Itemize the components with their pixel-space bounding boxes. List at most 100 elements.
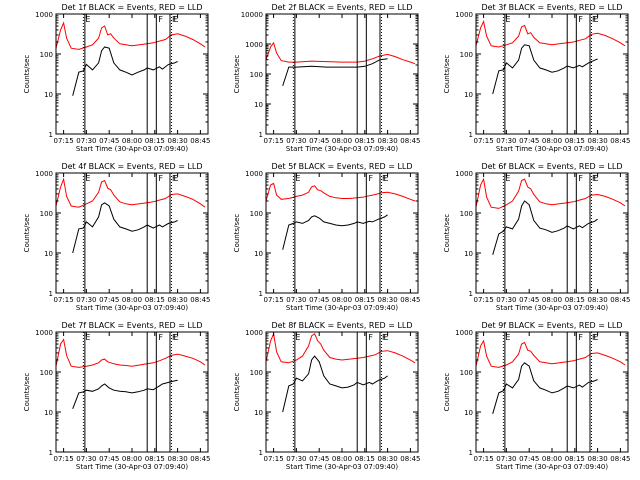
x-tick-label: 08:30	[378, 296, 398, 304]
marker-label: E	[505, 15, 510, 24]
y-tick-label: 10	[464, 409, 473, 417]
x-axis-label: Start Time (30-Apr-03 07:09:40)	[496, 304, 608, 312]
y-tick-label: 10	[254, 409, 263, 417]
y-tick-label: 100	[460, 51, 473, 59]
marker-label: F	[578, 174, 583, 183]
y-tick-label: 1	[49, 449, 53, 457]
y-tick-label: 1	[49, 290, 53, 298]
y-tick-label: 1	[259, 131, 263, 139]
y-tick-label: 1000	[455, 329, 473, 337]
x-tick-label: 07:15	[54, 296, 74, 304]
y-tick-label: 10	[44, 250, 53, 258]
marker-label: E	[174, 174, 179, 183]
x-tick-label: 08:15	[565, 296, 585, 304]
y-tick-label: 1	[49, 131, 53, 139]
marker-label: F	[158, 333, 163, 342]
y-axis-label: Counts/sec	[23, 55, 31, 94]
x-tick-label: 08:15	[355, 455, 375, 463]
marker-label: F	[172, 333, 177, 342]
y-tick-label: 1	[259, 290, 263, 298]
x-tick-label: 08:00	[332, 296, 352, 304]
y-tick-label: 100	[250, 71, 263, 79]
plot-frame	[475, 172, 629, 294]
marker-label: F	[158, 15, 163, 24]
x-tick-label: 08:30	[168, 455, 188, 463]
marker-label: E	[594, 15, 599, 24]
x-tick-label: 07:45	[519, 137, 539, 145]
x-tick-label: 07:30	[496, 455, 516, 463]
y-tick-label: 100	[40, 369, 53, 377]
x-tick-label: 07:45	[519, 296, 539, 304]
y-tick-label: 1000	[245, 41, 263, 49]
plot-frame	[55, 331, 209, 453]
y-axis-label: Counts/sec	[443, 214, 451, 253]
x-axis-label: Start Time (30-Apr-03 07:09:40)	[286, 304, 398, 312]
plot-frame	[55, 172, 209, 294]
y-tick-label: 1000	[35, 329, 53, 337]
y-tick-label: 1	[469, 290, 473, 298]
panel-title: Det 7f BLACK = Events, RED = LLD	[61, 321, 202, 330]
y-tick-label: 10	[464, 250, 473, 258]
marker-label: F	[368, 333, 373, 342]
y-tick-label: 10	[44, 91, 53, 99]
panel-title: Det 2f BLACK = Events, RED = LLD	[271, 3, 412, 12]
x-tick-label: 08:30	[588, 137, 608, 145]
x-tick-label: 08:30	[588, 455, 608, 463]
panel-title: Det 5f BLACK = Events, RED = LLD	[271, 162, 412, 171]
x-tick-label: 07:45	[99, 296, 119, 304]
y-tick-label: 1000	[455, 11, 473, 19]
marker-label: E	[505, 333, 510, 342]
plot-frame	[265, 172, 419, 294]
panel-title: Det 9f BLACK = Events, RED = LLD	[481, 321, 622, 330]
marker-label: E	[594, 333, 599, 342]
lld-series-line	[55, 177, 206, 208]
y-tick-label: 1000	[455, 170, 473, 178]
x-tick-label: 08:45	[190, 455, 210, 463]
x-tick-label: 07:30	[286, 137, 306, 145]
x-axis-label: Start Time (30-Apr-03 07:09:40)	[496, 463, 608, 471]
marker-label: F	[368, 174, 373, 183]
x-tick-label: 08:30	[168, 137, 188, 145]
lld-series-line	[265, 182, 416, 202]
x-tick-label: 08:00	[122, 296, 142, 304]
x-tick-label: 07:30	[286, 296, 306, 304]
x-tick-label: 08:15	[145, 296, 165, 304]
x-tick-label: 07:30	[496, 296, 516, 304]
lld-series-line	[265, 41, 416, 65]
x-axis-label: Start Time (30-Apr-03 07:09:40)	[286, 145, 398, 153]
x-tick-label: 08:30	[588, 296, 608, 304]
events-series-line	[282, 214, 388, 250]
y-tick-label: 1000	[35, 11, 53, 19]
x-tick-label: 08:30	[168, 296, 188, 304]
panel-title: Det 8f BLACK = Events, RED = LLD	[271, 321, 412, 330]
events-series-line	[72, 46, 178, 96]
x-tick-label: 08:15	[355, 137, 375, 145]
marker-label: E	[384, 174, 389, 183]
events-series-line	[72, 379, 178, 409]
x-tick-label: 07:15	[474, 296, 494, 304]
lld-series-line	[475, 177, 626, 209]
y-tick-label: 10	[254, 101, 263, 109]
x-axis-label: Start Time (30-Apr-03 07:09:40)	[76, 304, 188, 312]
x-tick-label: 08:45	[400, 455, 420, 463]
y-tick-label: 10000	[241, 11, 263, 19]
marker-label: F	[578, 15, 583, 24]
x-axis-label: Start Time (30-Apr-03 07:09:40)	[76, 463, 188, 471]
x-tick-label: 08:45	[610, 455, 630, 463]
x-tick-label: 07:45	[309, 296, 329, 304]
x-tick-label: 08:00	[332, 137, 352, 145]
x-tick-label: 08:00	[542, 455, 562, 463]
x-tick-label: 08:00	[122, 455, 142, 463]
panel-title: Det 3f BLACK = Events, RED = LLD	[481, 3, 622, 12]
x-tick-label: 07:15	[474, 137, 494, 145]
y-tick-label: 100	[250, 369, 263, 377]
x-tick-label: 07:30	[496, 137, 516, 145]
x-tick-label: 08:15	[355, 296, 375, 304]
x-tick-label: 07:45	[99, 137, 119, 145]
plot-frame	[265, 331, 419, 453]
x-tick-label: 08:00	[542, 296, 562, 304]
marker-label: F	[592, 15, 597, 24]
